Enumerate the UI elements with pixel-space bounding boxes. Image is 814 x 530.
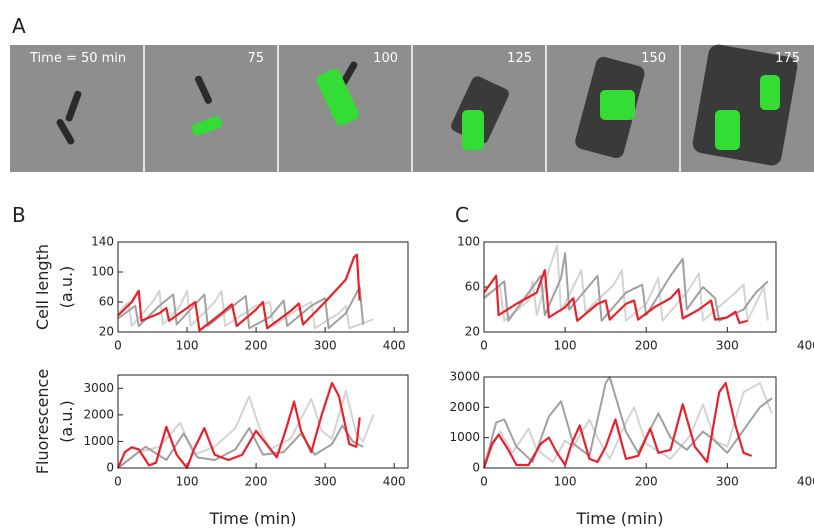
- data-line: [483, 269, 748, 325]
- x-tick-label: 200: [245, 475, 268, 489]
- data-line: [483, 244, 769, 322]
- timelapse-strip: [10, 44, 814, 172]
- y-axis-unit: (a.u.): [57, 266, 76, 309]
- panel-label: A: [12, 14, 26, 38]
- y-axis-unit: (a.u.): [57, 400, 76, 443]
- time-label: 175: [775, 51, 800, 66]
- time-label: 125: [507, 51, 532, 66]
- y-tick-label: 20: [99, 325, 114, 339]
- x-tick-label: 300: [716, 475, 739, 489]
- x-tick-label: 300: [314, 339, 337, 353]
- x-tick-label: 0: [480, 475, 488, 489]
- y-tick-label: 100: [91, 265, 114, 279]
- data-line: [117, 389, 375, 469]
- x-tick-label: 400: [797, 475, 814, 489]
- y-tick-label: 20: [465, 325, 480, 339]
- panel-label: B: [12, 203, 26, 227]
- x-tick-label: 400: [383, 475, 406, 489]
- y-tick-label: 1000: [449, 430, 480, 444]
- plot-frame: [117, 241, 409, 333]
- panel-label: C: [455, 203, 469, 227]
- data-line: [117, 424, 364, 469]
- y-tick-label: 1000: [83, 434, 114, 448]
- y-axis-label: Cell length: [33, 244, 52, 330]
- x-tick-label: 200: [635, 339, 658, 353]
- x-tick-label: 100: [176, 475, 199, 489]
- y-tick-label: 100: [457, 235, 480, 249]
- y-tick-label: 3000: [449, 370, 480, 384]
- y-tick-label: 0: [106, 461, 114, 475]
- x-tick-label: 0: [480, 339, 488, 353]
- time-label: 100: [373, 51, 398, 66]
- x-tick-label: 0: [114, 339, 122, 353]
- data-line: [117, 286, 365, 330]
- data-line: [482, 381, 753, 469]
- x-tick-label: 100: [176, 339, 199, 353]
- y-tick-label: 60: [465, 280, 480, 294]
- x-tick-label: 300: [716, 339, 739, 353]
- y-tick-label: 2000: [449, 400, 480, 414]
- data-line: [483, 376, 773, 469]
- data-line: [483, 382, 773, 463]
- x-tick-label: 0: [114, 475, 122, 489]
- frame-dividers: [143, 45, 681, 172]
- data-line: [117, 253, 361, 332]
- x-tick-label: 400: [797, 339, 814, 353]
- y-tick-label: 0: [472, 461, 480, 475]
- time-label: Time = 50 min: [29, 51, 126, 66]
- time-label: 150: [641, 51, 666, 66]
- y-tick-label: 60: [99, 295, 114, 309]
- time-label: 75: [247, 51, 264, 66]
- data-line: [483, 252, 769, 322]
- plot-frame: [483, 376, 777, 469]
- y-tick-label: 140: [91, 235, 114, 249]
- plot-frame: [483, 241, 777, 333]
- x-tick-label: 100: [554, 475, 577, 489]
- x-axis-label: Time (min): [209, 509, 297, 528]
- x-tick-label: 200: [635, 475, 658, 489]
- x-tick-label: 400: [383, 339, 406, 353]
- x-tick-label: 100: [554, 339, 577, 353]
- plot-frame: [117, 374, 409, 469]
- data-line: [116, 381, 361, 470]
- y-axis-label: Fluorescence: [33, 369, 52, 474]
- data-line: [117, 289, 374, 330]
- fluorescent-cells: [191, 69, 780, 150]
- y-tick-label: 3000: [83, 381, 114, 395]
- x-tick-label: 300: [314, 475, 337, 489]
- y-tick-label: 2000: [83, 407, 114, 421]
- x-tick-label: 200: [245, 339, 268, 353]
- x-axis-label: Time (min): [576, 509, 664, 528]
